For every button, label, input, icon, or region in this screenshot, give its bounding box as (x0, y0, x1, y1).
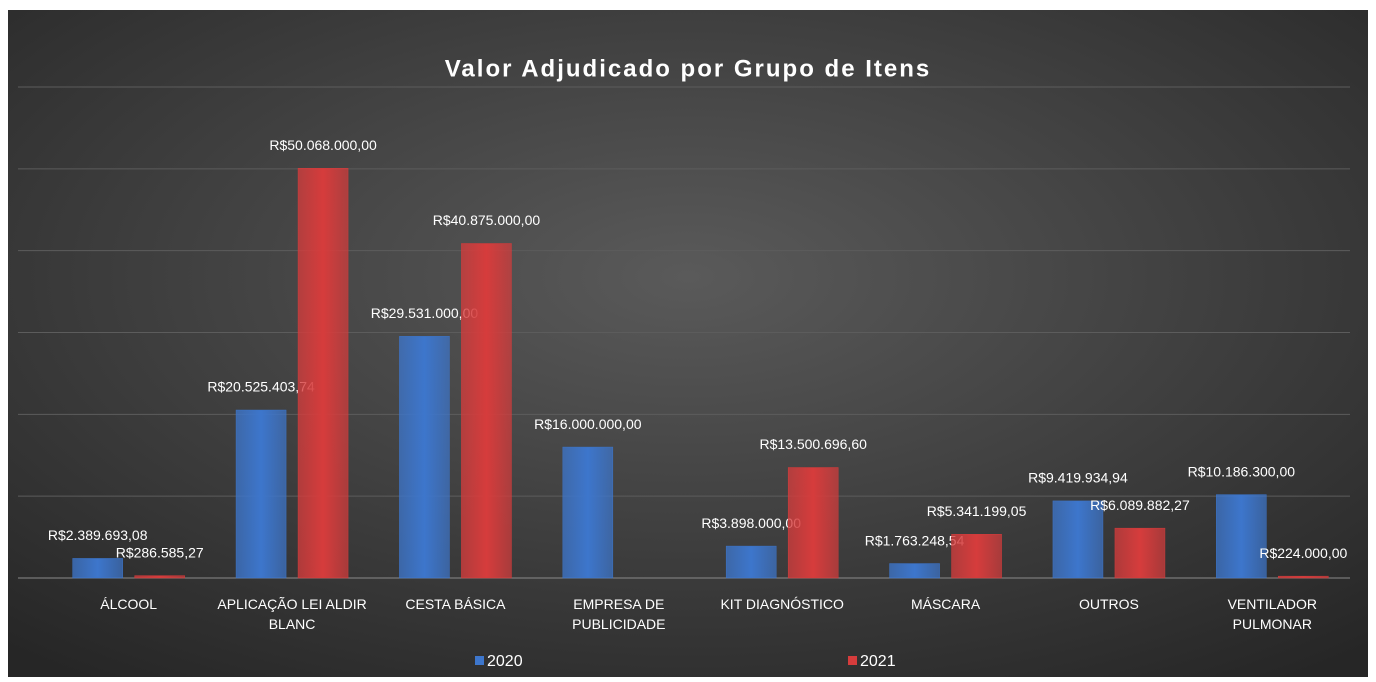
data-label: R$6.089.882,27 (1090, 497, 1190, 513)
data-label: R$29.531.000,00 (371, 305, 479, 321)
data-label: R$13.500.696,60 (759, 436, 867, 452)
bar (461, 243, 512, 579)
bar (725, 545, 777, 579)
x-tick-label: ÁLCOOL (100, 596, 157, 612)
legend-label: 2020 (487, 653, 523, 670)
bar (787, 467, 839, 579)
legend-label: 2021 (860, 653, 896, 670)
bar (134, 575, 185, 579)
bar (951, 534, 1002, 579)
legend-swatch (848, 656, 857, 665)
x-tick-label: APLICAÇÃO LEI ALDIR BLANC (217, 596, 366, 632)
bar (399, 336, 450, 579)
x-tick-label: KIT DIAGNÓSTICO (720, 596, 844, 612)
bar (297, 168, 349, 579)
data-label: R$286.585,27 (116, 544, 204, 560)
chart-title: Valor Adjudicado por Grupo de Itens (445, 55, 931, 82)
data-label: R$3.898.000,00 (701, 515, 801, 531)
data-label: R$2.389.693,08 (48, 527, 148, 543)
data-label: R$20.525.403,74 (207, 379, 315, 395)
data-label: R$5.341.199,05 (927, 503, 1027, 519)
data-label: R$40.875.000,00 (433, 212, 541, 228)
x-tick-label: OUTROS (1079, 596, 1139, 612)
bar (1052, 500, 1104, 579)
x-tick-label: EMPRESA DE PUBLICIDADE (572, 596, 665, 632)
bar (1278, 575, 1329, 579)
data-label: R$10.186.300,00 (1188, 463, 1296, 479)
x-tick-label: MÁSCARA (911, 596, 981, 612)
x-tick-label: CESTA BÁSICA (405, 596, 506, 612)
data-label: R$224.000,00 (1259, 545, 1347, 561)
bar (72, 558, 123, 579)
x-tick-label: VENTILADOR PULMONAR (1228, 596, 1317, 632)
data-label: R$9.419.934,94 (1028, 470, 1128, 486)
data-label: R$16.000.000,00 (534, 416, 642, 432)
bar (889, 563, 940, 579)
legend-swatch (475, 656, 484, 665)
bar (235, 409, 287, 579)
bar (1114, 527, 1166, 579)
data-label: R$1.763.248,54 (865, 532, 965, 548)
bar (562, 446, 614, 579)
bar (1216, 494, 1267, 579)
data-label: R$50.068.000,00 (269, 137, 377, 153)
